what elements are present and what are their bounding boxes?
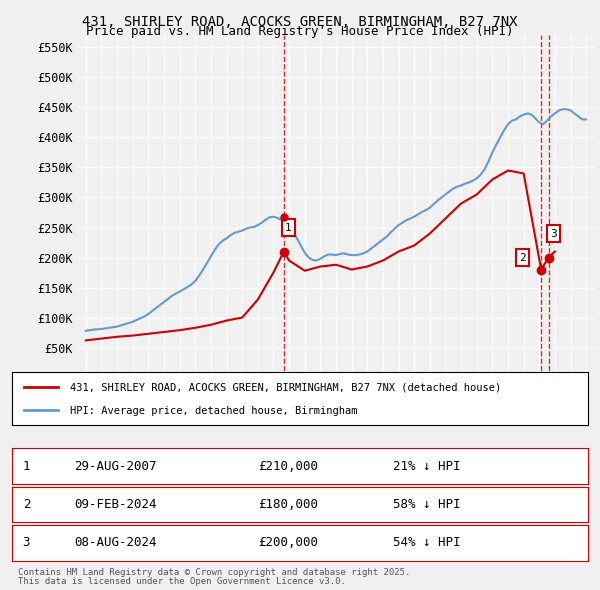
Text: 54% ↓ HPI: 54% ↓ HPI	[393, 536, 460, 549]
Text: 58% ↓ HPI: 58% ↓ HPI	[393, 498, 460, 511]
Text: 3: 3	[23, 536, 30, 549]
Text: £180,000: £180,000	[259, 498, 319, 511]
Text: 431, SHIRLEY ROAD, ACOCKS GREEN, BIRMINGHAM, B27 7NX: 431, SHIRLEY ROAD, ACOCKS GREEN, BIRMING…	[82, 15, 518, 29]
Text: 2: 2	[519, 253, 526, 263]
Text: 1: 1	[23, 460, 30, 473]
Text: 1: 1	[285, 222, 292, 232]
Text: 29-AUG-2007: 29-AUG-2007	[74, 460, 157, 473]
Text: HPI: Average price, detached house, Birmingham: HPI: Average price, detached house, Birm…	[70, 406, 357, 416]
Text: 2: 2	[23, 498, 30, 511]
Text: 431, SHIRLEY ROAD, ACOCKS GREEN, BIRMINGHAM, B27 7NX (detached house): 431, SHIRLEY ROAD, ACOCKS GREEN, BIRMING…	[70, 383, 501, 392]
Text: Price paid vs. HM Land Registry's House Price Index (HPI): Price paid vs. HM Land Registry's House …	[86, 25, 514, 38]
Text: 21% ↓ HPI: 21% ↓ HPI	[393, 460, 460, 473]
Text: 3: 3	[550, 228, 557, 238]
Text: £200,000: £200,000	[259, 536, 319, 549]
Text: 09-FEB-2024: 09-FEB-2024	[74, 498, 157, 511]
Text: This data is licensed under the Open Government Licence v3.0.: This data is licensed under the Open Gov…	[18, 577, 346, 586]
Text: Contains HM Land Registry data © Crown copyright and database right 2025.: Contains HM Land Registry data © Crown c…	[18, 568, 410, 577]
Text: 08-AUG-2024: 08-AUG-2024	[74, 536, 157, 549]
Text: £210,000: £210,000	[259, 460, 319, 473]
